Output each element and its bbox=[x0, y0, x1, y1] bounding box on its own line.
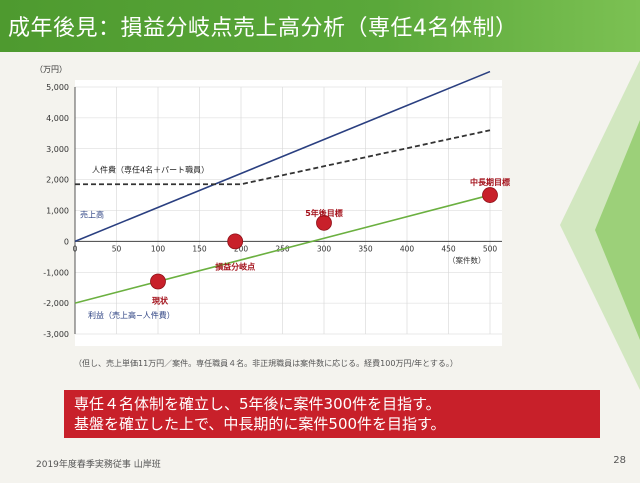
target-point bbox=[150, 273, 166, 290]
banner-line-1: 専任４名体制を確立し、5年後に案件300件を目指す。 bbox=[74, 395, 441, 413]
point-label: 中長期目標 bbox=[470, 177, 510, 187]
plot-area bbox=[75, 80, 502, 346]
x-tick-label: 450 bbox=[441, 244, 456, 253]
x-unit-label: （案件数） bbox=[448, 255, 486, 265]
summary-banner: 専任４名体制を確立し、5年後に案件300件を目指す。 基盤を確立した上で、中長期… bbox=[64, 390, 600, 438]
y-tick-label: 4,000 bbox=[46, 114, 69, 123]
x-tick-label: 50 bbox=[112, 244, 122, 253]
y-tick-label: 5,000 bbox=[46, 83, 69, 92]
chart-note: （但し、売上単価11万円／案件。専任職員４名。非正規職員は案件数に応じる。経費1… bbox=[74, 359, 458, 368]
footer-text: 2019年度春季実務従事 山岸班 bbox=[36, 460, 161, 470]
target-point bbox=[227, 233, 244, 250]
series-line bbox=[74, 194, 491, 304]
y-tick-label: 2,000 bbox=[46, 176, 69, 185]
series-lines: 売上高 人件費（専任4名＋パート職員） 利益（売上高−人件費） bbox=[74, 70, 491, 320]
y-tick-label: 1,000 bbox=[46, 207, 69, 216]
target-points: 現状 損益分岐点 5年後目標 中長期目標 bbox=[150, 177, 510, 306]
x-tick-label: 0 bbox=[73, 244, 78, 253]
point-label: 5年後目標 bbox=[305, 208, 343, 218]
x-tick-label: 100 bbox=[151, 244, 166, 253]
x-tick-label: 300 bbox=[317, 244, 332, 253]
point-label: 現状 bbox=[152, 296, 169, 306]
series-line bbox=[74, 70, 491, 243]
decorative-triangles bbox=[560, 60, 640, 390]
page-number: 28 bbox=[613, 455, 626, 466]
x-tick-label: 500 bbox=[483, 244, 498, 253]
x-tick-label: 150 bbox=[192, 244, 207, 253]
y-tick-label: 0 bbox=[64, 237, 69, 246]
y-tick-label: -1,000 bbox=[43, 268, 69, 277]
title-bar: 成年後見：損益分岐点売上高分析（専任4名体制） bbox=[0, 0, 640, 52]
banner-line-2: 基盤を確立した上で、中長期的に案件500件を目指す。 bbox=[74, 415, 446, 433]
series-label: 利益（売上高−人件費） bbox=[88, 310, 175, 320]
x-tick-label: 200 bbox=[234, 244, 249, 253]
slide-title: 成年後見：損益分岐点売上高分析（専任4名体制） bbox=[8, 16, 518, 41]
series-label: 人件費（専任4名＋パート職員） bbox=[92, 164, 209, 174]
target-point bbox=[482, 187, 498, 203]
x-tick-label: 350 bbox=[358, 244, 373, 253]
y-tick-label: -2,000 bbox=[43, 299, 69, 308]
x-tick-label: 400 bbox=[400, 244, 415, 253]
y-tick-label: -3,000 bbox=[43, 330, 69, 339]
y-tick-label: 3,000 bbox=[46, 145, 69, 154]
point-label: 損益分岐点 bbox=[215, 261, 255, 271]
target-point bbox=[316, 214, 332, 231]
series-label: 売上高 bbox=[80, 209, 104, 219]
y-unit-label: （万円） bbox=[35, 65, 67, 74]
break-even-chart: -3,000 -2,000 -1,000 0 1,000 2,000 3,000 4,000 5… bbox=[35, 65, 510, 346]
